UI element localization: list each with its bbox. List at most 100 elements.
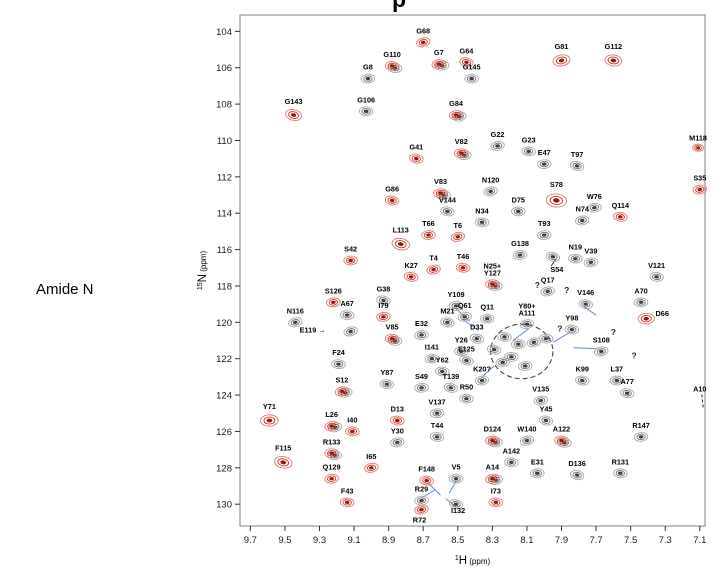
peak-K27: K27 xyxy=(403,261,419,282)
peak-K20: K20? xyxy=(473,365,491,386)
peak-label: S35 xyxy=(693,174,706,183)
peak-G64: G64 xyxy=(459,46,474,68)
peak-T44: T44 xyxy=(429,421,444,442)
peak-Q11: Q11 xyxy=(479,303,495,324)
peak-unassigned xyxy=(538,333,554,344)
y-tick-label: 126 xyxy=(216,427,232,438)
peak-I73: I73 xyxy=(488,486,504,508)
x-tick-label: 7.9 xyxy=(555,535,568,546)
peak-T46: T46 xyxy=(455,252,471,273)
peak-unassigned xyxy=(495,357,510,368)
peak-label: Y62 xyxy=(436,355,449,364)
y-tick-label: 118 xyxy=(217,281,232,292)
y-tick-label: 120 xyxy=(216,318,232,329)
peak-N74: N74 xyxy=(575,204,590,226)
x-tick-label: 8.1 xyxy=(520,535,533,546)
peak-label: G23 xyxy=(522,135,536,144)
y-tick-label: 122 xyxy=(216,354,232,365)
x-tick-label: 9.7 xyxy=(244,535,257,546)
peak-label: Q61 xyxy=(458,301,472,310)
peak-label: G106 xyxy=(357,95,375,104)
peak-connector xyxy=(573,347,598,350)
peak-G38: G38 xyxy=(376,285,391,306)
peak-label: Y98 xyxy=(565,314,578,323)
peak-N34: N34 xyxy=(474,206,490,228)
peak-Y30: Y30 xyxy=(390,426,405,448)
peak-V83: V83 xyxy=(433,177,451,200)
peak-Y71: Y71 xyxy=(260,402,279,427)
peak-label: K20? xyxy=(473,365,491,374)
peak-V39: V39 xyxy=(583,246,599,268)
peak-label: I132 xyxy=(451,506,465,515)
peak-label: E47 xyxy=(538,148,551,157)
peak-A14: A14 xyxy=(485,463,503,486)
peak-unassigned xyxy=(486,344,502,355)
peak-D33: D33 xyxy=(469,323,484,344)
x-tick-label: 9.3 xyxy=(313,535,326,546)
peak-M21: M21 xyxy=(440,306,455,328)
y-tick-label: 104 xyxy=(216,27,232,38)
peak-label: F43 xyxy=(341,486,354,495)
peak-G81: G81 xyxy=(552,42,571,67)
peak-label: R29 xyxy=(415,485,428,494)
peak-label: D33 xyxy=(470,323,483,332)
peak-label: N120 xyxy=(482,175,499,184)
peak-V144: V144 xyxy=(439,195,457,217)
peak-Y45: Y45 xyxy=(538,405,554,426)
peak-label: G112 xyxy=(605,42,622,51)
peak-label: D75 xyxy=(512,195,525,204)
peak-A67: A67 xyxy=(339,299,355,320)
peak-I40: I40 xyxy=(345,415,360,437)
peak-connector xyxy=(512,328,529,341)
peak-label: A67 xyxy=(340,299,353,308)
peak-label: L26 xyxy=(325,410,338,419)
peak-G112: G112 xyxy=(604,42,623,67)
peak-E119: E119 → xyxy=(300,325,358,337)
x-tick-label: 9.1 xyxy=(347,535,360,546)
peak-label: Y80+ A111 xyxy=(518,302,535,318)
peak-label: A70 xyxy=(634,286,647,295)
y-tick-label: 114 xyxy=(217,209,232,220)
peak-Y98: Y98 xyxy=(564,314,580,335)
peak-label: V5 xyxy=(452,463,461,472)
x-tick-label: 7.3 xyxy=(659,535,672,546)
peak-label: T93 xyxy=(538,219,551,228)
peak-label: F115 xyxy=(275,444,291,453)
peak-label: D124 xyxy=(484,425,502,434)
peak-label: D66 xyxy=(656,309,669,318)
peak-label: S126 xyxy=(325,286,342,295)
peak-V121: V121 xyxy=(648,261,665,282)
peak-D124: D124 xyxy=(484,425,503,448)
peak-Y80A111: Y80+ A111 xyxy=(518,302,536,330)
y-tick-label: 130 xyxy=(216,500,232,511)
peak-label: F148 xyxy=(418,465,435,474)
peak-E31: E31 xyxy=(530,457,545,479)
peak-S54: S54 xyxy=(545,251,564,274)
peak-label: I141 xyxy=(425,343,439,352)
peak-label: L113 xyxy=(393,225,409,234)
peak-I79: I79 xyxy=(376,301,391,322)
peak-label: G7 xyxy=(434,48,444,57)
peak-unassigned xyxy=(497,331,512,342)
peak-label: N74 xyxy=(576,204,590,213)
peak-S42: S42 xyxy=(343,244,358,266)
peak-unassigned xyxy=(504,352,519,362)
peak-N25Y127: N25+ Y127 xyxy=(484,262,503,291)
peak-label: T6 xyxy=(454,221,463,230)
x-tick-label: 8.5 xyxy=(451,535,464,546)
peak-label: A122 xyxy=(553,425,570,434)
peak-label: Y26 xyxy=(455,335,468,344)
peak-T66: T66 xyxy=(421,219,436,240)
peak-R131: R131 xyxy=(612,457,629,479)
annotation-arrow xyxy=(701,394,704,408)
peak-F115: F115 xyxy=(274,444,293,469)
x-tick-label: 8.9 xyxy=(382,535,395,546)
peak-Q61: Q61 xyxy=(457,301,472,322)
peak-label: I40 xyxy=(347,415,357,424)
peak-Y87: Y87 xyxy=(379,368,395,390)
peak-Y109: Y109 xyxy=(448,290,465,311)
peak-label: Y87 xyxy=(380,368,393,377)
peak-N19: N19 xyxy=(568,243,583,264)
peak-E47: E47 xyxy=(537,148,552,169)
